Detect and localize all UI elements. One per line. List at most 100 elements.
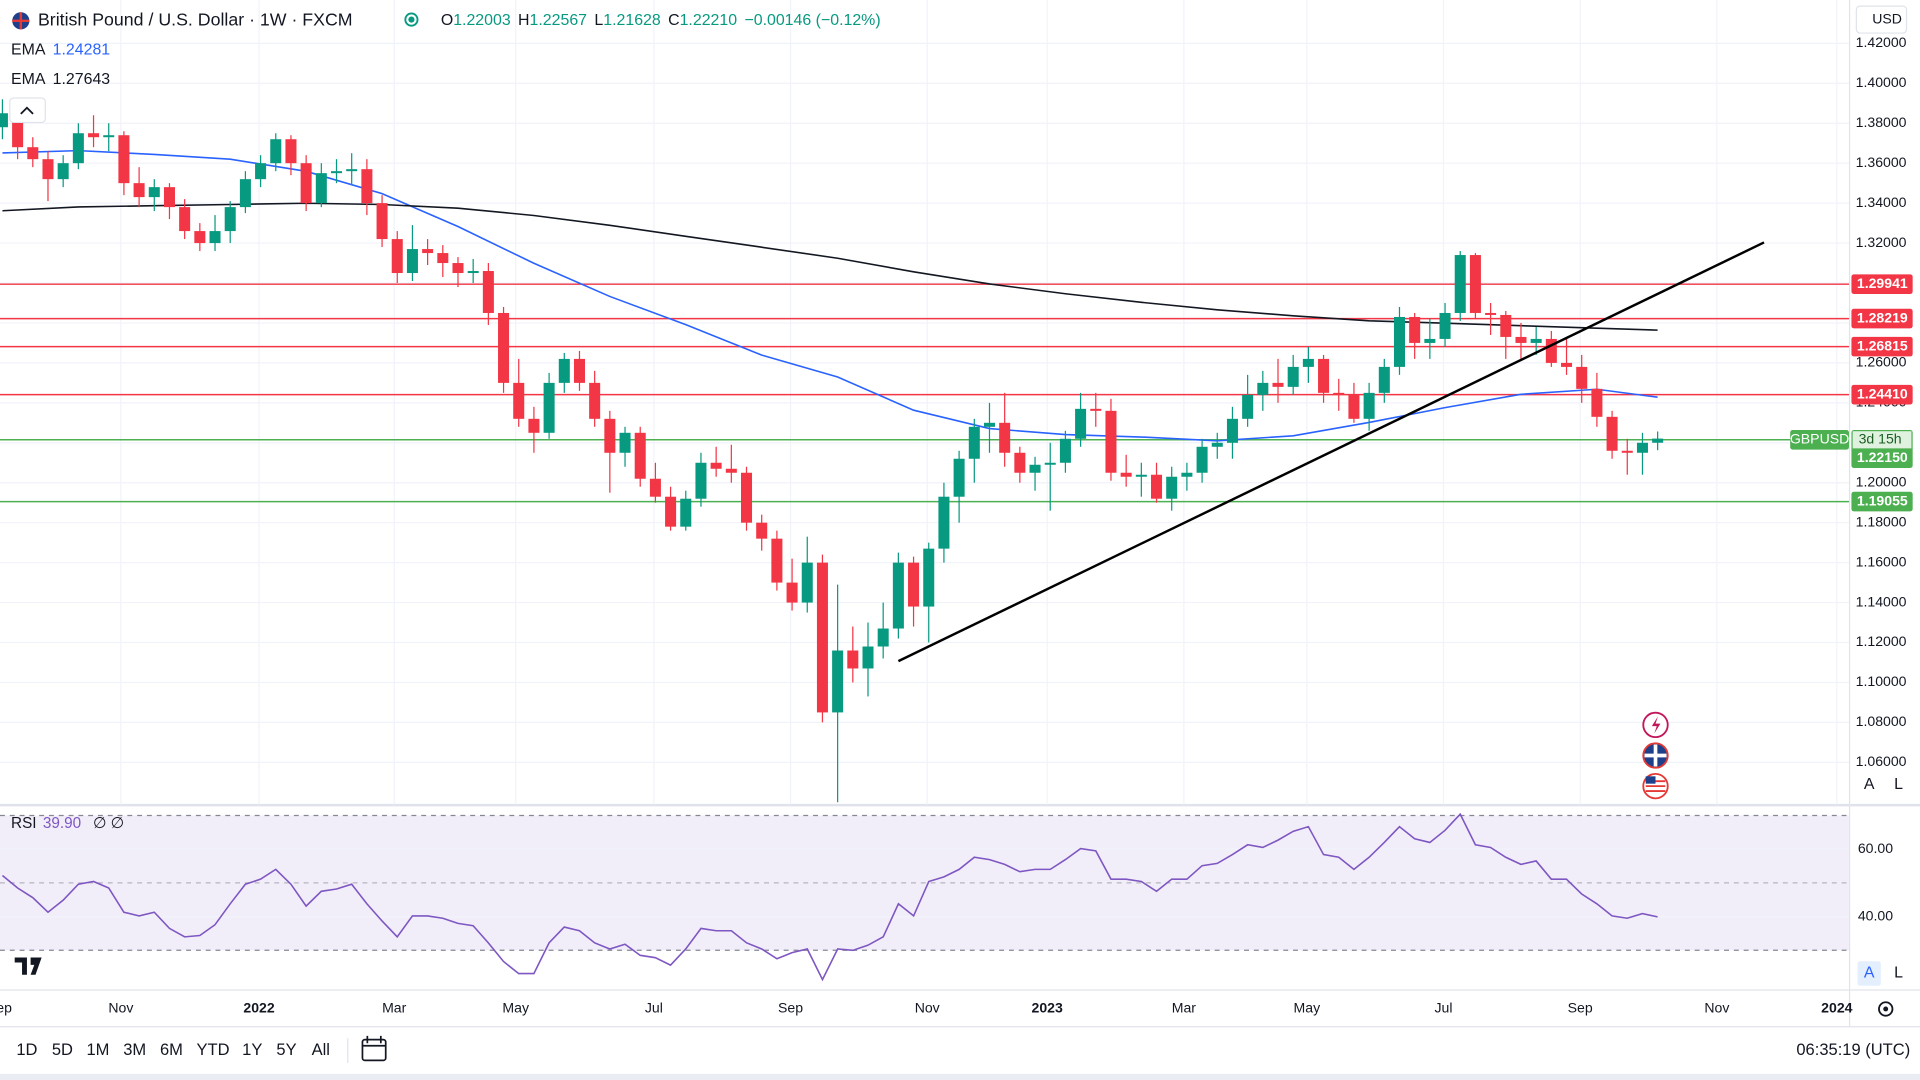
candle-body	[482, 271, 494, 313]
candle-body	[1469, 255, 1481, 313]
candle-body	[346, 169, 358, 172]
candle-body	[513, 382, 525, 419]
log-scale-button[interactable]	[1886, 961, 1911, 986]
y-tick-label: 1.10000	[1856, 673, 1907, 689]
ema-value: 1.24281	[53, 41, 111, 58]
collapse-icon	[20, 106, 34, 115]
settings-icon[interactable]	[1878, 1001, 1894, 1017]
candle-body	[786, 582, 798, 603]
candle-body	[983, 422, 995, 427]
candle-body	[1257, 382, 1269, 395]
price-label: 1.22150	[1857, 449, 1908, 465]
candle-body	[0, 113, 8, 128]
bottom-strip	[0, 1073, 1920, 1080]
candle-body	[1530, 338, 1542, 343]
candle-body	[1120, 472, 1132, 477]
rsi-line	[1, 812, 1658, 982]
range-button[interactable]: 6M	[160, 1040, 183, 1059]
level-label: 1.26815	[1857, 337, 1908, 353]
candle-body	[619, 432, 631, 453]
level-label: 1.24410	[1857, 385, 1908, 401]
ohlc-value: 1.22567	[530, 12, 588, 29]
candle-body	[1287, 366, 1299, 387]
level-label: 1.28219	[1857, 309, 1908, 325]
auto-scale-label: A	[1864, 776, 1875, 793]
rsi-tick-label: 60.00	[1858, 840, 1893, 856]
range-button[interactable]: 5D	[52, 1040, 73, 1059]
level-label-box	[1851, 308, 1913, 329]
ohlc-key: O	[441, 12, 453, 29]
calendar-icon[interactable]	[361, 1038, 387, 1062]
y-tick-label: 1.06000	[1856, 753, 1907, 769]
y-tick-label: 1.16000	[1856, 553, 1907, 569]
y-tick-label: 1.12000	[1856, 633, 1907, 649]
candle-body	[1621, 450, 1633, 453]
currency-button[interactable]	[1855, 5, 1908, 34]
range-button[interactable]: 3M	[123, 1040, 146, 1059]
range-button[interactable]: 1Y	[242, 1040, 262, 1059]
countdown-bg	[1852, 431, 1912, 449]
symbol-label-box	[1790, 429, 1849, 450]
x-tick-label: Nov	[1704, 1000, 1729, 1016]
y-tick-label: 1.20000	[1856, 473, 1907, 489]
candle-body	[1393, 316, 1406, 367]
candle-body	[1181, 472, 1193, 477]
y-tick-label: 1.18000	[1856, 513, 1907, 529]
auto-scale-button[interactable]	[1857, 772, 1881, 798]
level-label: 1.29941	[1857, 275, 1908, 291]
ohlc-value: 1.22210	[680, 12, 738, 29]
candle-body	[953, 458, 965, 497]
candle-body	[892, 562, 904, 629]
candle-body	[725, 468, 737, 473]
log-scale-button[interactable]	[1886, 772, 1911, 798]
range-button[interactable]: 5Y	[276, 1040, 296, 1059]
flag-cross	[1644, 744, 1667, 767]
candle-body	[42, 159, 54, 180]
candle-body	[695, 462, 707, 499]
candle-body	[1059, 438, 1071, 463]
candle-body	[406, 249, 418, 274]
candle-body	[938, 496, 950, 549]
ohlc-legend: O1.22003 H1.22567 L1.21628 C1.22210 −0.00146…	[441, 12, 881, 29]
ohlc-key: C	[668, 12, 680, 29]
y-tick-label: 1.08000	[1856, 713, 1907, 729]
candle-body	[1378, 366, 1390, 393]
range-button[interactable]: YTD	[197, 1040, 230, 1059]
range-button[interactable]: All	[312, 1040, 330, 1059]
candle-body	[543, 382, 555, 433]
candle-body	[528, 418, 540, 433]
candle-body	[209, 231, 221, 244]
candle-body	[1454, 255, 1466, 313]
candle-body	[330, 171, 343, 174]
range-button[interactable]: 1M	[86, 1040, 109, 1059]
x-tick-label: Sep	[1568, 1000, 1593, 1016]
x-tick-label: Jul	[645, 1000, 663, 1016]
ohlc-change: −0.00146 (−0.12%)	[744, 12, 880, 29]
ohlc-value: 1.21628	[603, 12, 661, 29]
y-tick-label: 1.26000	[1856, 354, 1907, 370]
level-label-box	[1851, 491, 1913, 512]
candle-body	[1515, 336, 1527, 343]
candle-body	[816, 562, 828, 713]
ohlc-key: H	[518, 12, 530, 29]
candle-body	[12, 113, 24, 148]
candle-body	[1272, 382, 1284, 387]
candle-body	[376, 203, 388, 240]
candle-body	[999, 422, 1011, 453]
candle-body	[1044, 462, 1056, 465]
log-scale-label: L	[1894, 965, 1903, 982]
symbol-title[interactable]: British Pound / U.S. Dollar · 1W · FXCM	[38, 10, 353, 30]
ema-label: EMA	[11, 41, 46, 58]
collapse-button[interactable]	[9, 97, 46, 124]
ema-value: 1.27643	[53, 71, 111, 88]
auto-scale-button[interactable]	[1857, 961, 1881, 986]
candle-body	[877, 628, 889, 647]
candle-body	[239, 179, 251, 208]
level-label-box	[1851, 274, 1913, 294]
y-tick-label: 1.42000	[1856, 34, 1907, 50]
x-tick-label: 2023	[1032, 1000, 1063, 1016]
range-button[interactable]: 1D	[16, 1040, 37, 1059]
candle-body	[255, 163, 267, 180]
candle-body	[1636, 442, 1648, 453]
candle-body	[467, 271, 479, 274]
